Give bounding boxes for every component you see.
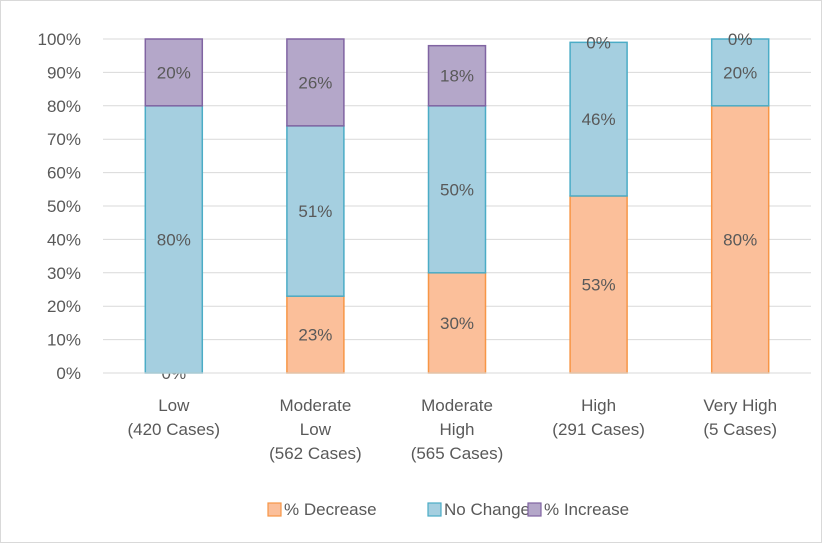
y-tick-label: 0%	[56, 364, 81, 383]
data-label: 20%	[723, 63, 757, 82]
data-label: 80%	[723, 230, 757, 249]
y-tick-label: 80%	[47, 97, 81, 116]
bar-segment	[286, 125, 345, 297]
bar-segment	[144, 38, 204, 107]
x-category-label: Low (420 Cases)	[127, 396, 220, 439]
legend-swatch	[527, 502, 542, 517]
y-axis: 0% 10% 20% 30% 40% 50% 60% 70% 80% 90% 100%	[38, 30, 81, 383]
legend-swatch	[267, 502, 282, 517]
x-axis: Low (420 Cases) Moderate Low (562 Cases) Mode…	[103, 372, 811, 463]
data-label: 30%	[440, 314, 474, 333]
legend-label: No Change	[444, 500, 530, 519]
legend-label: % Decrease	[284, 500, 377, 519]
data-label: 53%	[582, 275, 616, 294]
x-category-label: Moderate High (565 Cases)	[411, 396, 504, 463]
data-label: 26%	[298, 73, 332, 92]
data-label: 23%	[298, 326, 332, 345]
data-label: 50%	[440, 180, 474, 199]
bar-segment	[144, 105, 204, 374]
bar-segment	[710, 38, 770, 107]
y-tick-label: 20%	[47, 297, 81, 316]
bars: 0% 80% 20% 23% 51% 26% 30% 50% 18% 53% 46% 0% 80% 20%…	[144, 30, 770, 383]
bar-segment	[427, 44, 487, 107]
legend-label: % Increase	[544, 500, 629, 519]
x-category-label: Moderate Low (562 Cases)	[269, 396, 362, 463]
bar-segment	[569, 41, 628, 197]
data-label: 51%	[298, 202, 332, 221]
y-tick-label: 10%	[47, 331, 81, 350]
data-label: 20%	[157, 63, 191, 82]
data-label: 0%	[728, 30, 753, 49]
data-label: 0%	[586, 33, 611, 52]
data-label: 80%	[157, 230, 191, 249]
data-label: 18%	[440, 67, 474, 86]
y-tick-label: 70%	[47, 130, 81, 149]
y-tick-label: 40%	[47, 230, 81, 249]
legend-swatch	[427, 502, 442, 517]
legend: % Decrease No Change % Increase	[267, 500, 629, 519]
bar-segment	[286, 38, 345, 127]
y-tick-label: 30%	[47, 264, 81, 283]
x-category-label: High (291 Cases)	[552, 396, 645, 439]
bar-segment	[427, 105, 487, 274]
x-category-label: Very High (5 Cases)	[703, 396, 777, 439]
y-tick-label: 90%	[47, 63, 81, 82]
y-tick-label: 60%	[47, 164, 81, 183]
y-tick-label: 50%	[47, 197, 81, 216]
data-label: 46%	[582, 110, 616, 129]
bar-segment	[710, 105, 770, 374]
y-tick-label: 100%	[38, 30, 81, 49]
